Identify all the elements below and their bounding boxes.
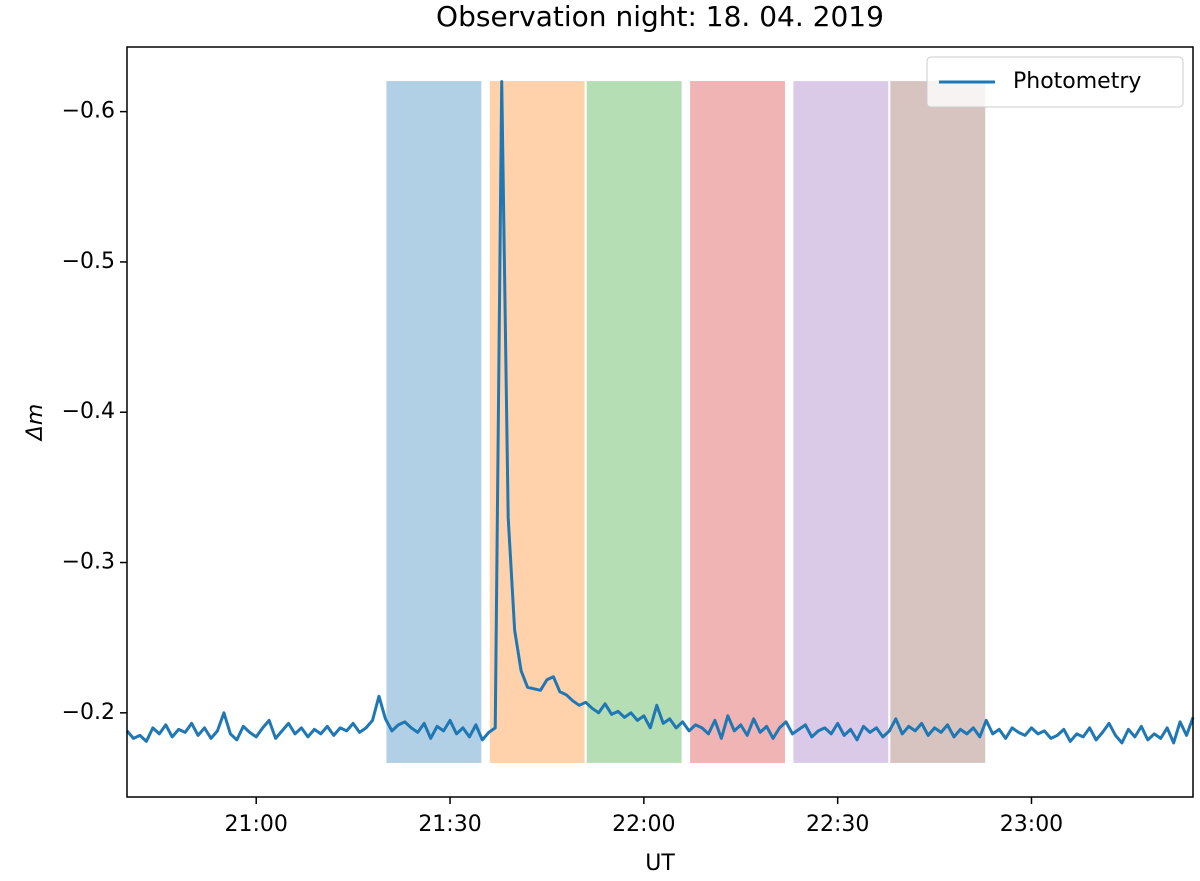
y-tick-label: −0.4 — [62, 399, 115, 424]
line — [125, 80, 1195, 745]
highlight-span — [888, 79, 988, 765]
legend-label: Photometry — [1013, 69, 1141, 94]
highlight-span — [688, 79, 787, 765]
x-tick-label: 22:00 — [612, 812, 675, 837]
highlight-span — [791, 79, 891, 765]
y-tick-label: −0.3 — [62, 550, 115, 575]
chart-title: Observation night: 18. 04. 2019 — [436, 0, 884, 33]
y-tick-label: −0.6 — [62, 99, 115, 124]
y-axis-label: Δm — [23, 404, 48, 442]
legend-box — [926, 56, 1184, 108]
x-tick-label: 21:30 — [418, 812, 481, 837]
plot-frame — [126, 46, 1194, 798]
y-tick-label: −0.2 — [62, 700, 115, 725]
x-tick-label: 23:00 — [1000, 812, 1063, 837]
x-axis-label: UT — [645, 851, 675, 876]
x-tick-label: 22:30 — [806, 812, 869, 837]
x-tick-label: 21:00 — [225, 812, 288, 837]
y-tick-label: −0.5 — [62, 249, 115, 274]
highlight-span — [384, 79, 484, 765]
highlight-span — [584, 79, 684, 765]
highlight-span — [487, 79, 587, 765]
